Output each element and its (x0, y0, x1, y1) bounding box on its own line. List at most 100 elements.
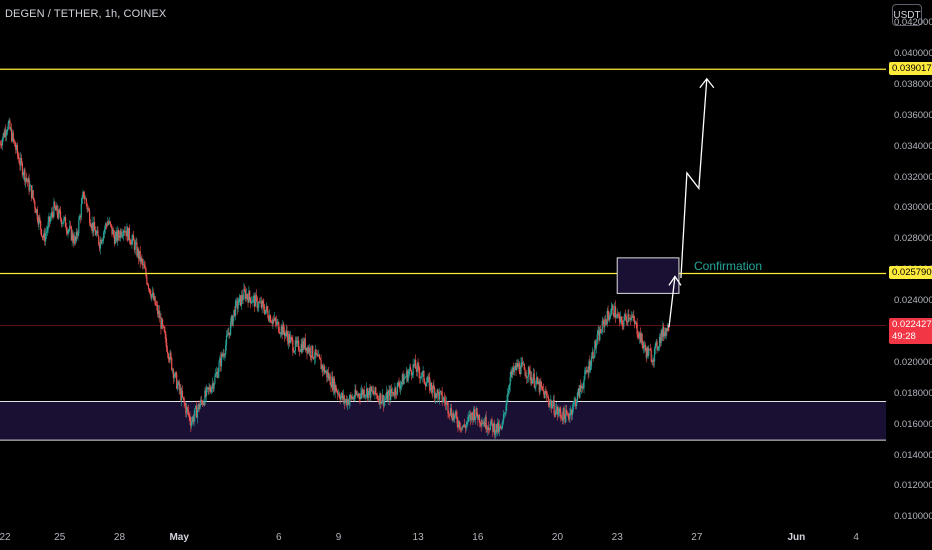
candle-body (302, 341, 304, 352)
candle-body (593, 356, 595, 359)
candle-body (303, 341, 305, 348)
candle-body (491, 419, 493, 424)
candle-body (102, 238, 104, 241)
candle-body (73, 240, 75, 244)
candle-body (98, 236, 100, 245)
candle-body (1, 138, 4, 146)
candle-body (565, 409, 567, 423)
candle-body (84, 198, 87, 200)
y-tick-label: 0.012000 (894, 480, 932, 492)
y-tick-label: 0.032000 (894, 171, 932, 183)
candle-body (283, 331, 286, 337)
candle-body (114, 236, 116, 244)
candle-body (505, 405, 507, 413)
candle-body (346, 399, 348, 406)
candle-body (322, 365, 324, 371)
candle-body (629, 318, 631, 319)
candle-body (487, 427, 489, 430)
candle-body (366, 388, 368, 395)
candle-body (551, 405, 554, 409)
candle-body (6, 129, 9, 133)
candle-body (431, 389, 433, 393)
candle-body (292, 339, 294, 352)
candle-body (410, 367, 412, 371)
candle-body (27, 178, 29, 182)
candle-body (259, 302, 261, 304)
candle-body (369, 387, 371, 398)
candle-body (380, 393, 382, 404)
candle-body (483, 422, 485, 424)
currency-button[interactable]: USDT (892, 4, 922, 26)
candle-body (133, 240, 135, 251)
candle-body (122, 234, 124, 236)
candle-body (347, 399, 350, 405)
candle-body (493, 423, 496, 435)
candle-body (515, 365, 517, 371)
candle-body (318, 354, 320, 358)
candle-body (655, 341, 657, 344)
candle-body (541, 386, 543, 387)
candle-body (221, 353, 223, 357)
candle-body (473, 409, 476, 420)
candle-body (375, 387, 377, 395)
candle-body (161, 319, 164, 326)
candle-body (435, 393, 437, 398)
x-tick-label: Jun (787, 532, 806, 543)
candle-body (379, 393, 381, 404)
candle-body (163, 326, 165, 332)
candle-body (659, 337, 661, 343)
candle-body (202, 403, 204, 405)
candle-body (522, 362, 524, 365)
candle-body (207, 387, 209, 390)
candle-body (441, 391, 443, 402)
candle-body (352, 397, 355, 400)
candle-body (30, 185, 32, 187)
candle-body (628, 314, 630, 319)
candle-body (82, 191, 84, 198)
candle-body (486, 429, 488, 430)
candle-body (262, 301, 264, 304)
candle-body (249, 297, 252, 304)
candle-body (215, 374, 217, 377)
candle-body (132, 235, 135, 241)
candle-body (93, 222, 96, 230)
candle-body (394, 387, 396, 396)
candle-body (471, 412, 473, 415)
candle-body (151, 294, 153, 298)
candle-body (400, 381, 403, 385)
candle-body (620, 316, 622, 320)
candle-body (257, 306, 259, 308)
candle-body (153, 296, 155, 300)
y-tick-label: 0.040000 (894, 48, 932, 60)
candle-body (624, 314, 626, 321)
candle-body (225, 345, 227, 355)
candle-body (342, 393, 344, 400)
candle-body (590, 365, 592, 370)
candle-body (205, 387, 208, 397)
candle-body (654, 343, 656, 349)
candle-body (429, 382, 432, 391)
candle-body (130, 242, 132, 245)
candle-body (290, 336, 292, 338)
candle-body (321, 365, 323, 370)
candle-body (566, 409, 568, 414)
candle-body (615, 317, 617, 319)
candle-body (152, 292, 154, 295)
candle-body (464, 426, 466, 429)
candle-body (150, 294, 152, 298)
candle-body (547, 396, 549, 402)
candle-body (162, 325, 165, 327)
candle-body (88, 210, 91, 224)
candle-body (269, 315, 271, 322)
candle-body (353, 398, 355, 400)
candle-body (84, 197, 86, 200)
candle-body (365, 394, 367, 396)
candle-body (413, 364, 415, 366)
candle-body (299, 351, 301, 352)
candle-body (616, 314, 618, 318)
candle-body (553, 399, 555, 415)
candle-body (638, 336, 640, 339)
candle-body (61, 222, 63, 225)
candle-body (148, 288, 150, 290)
